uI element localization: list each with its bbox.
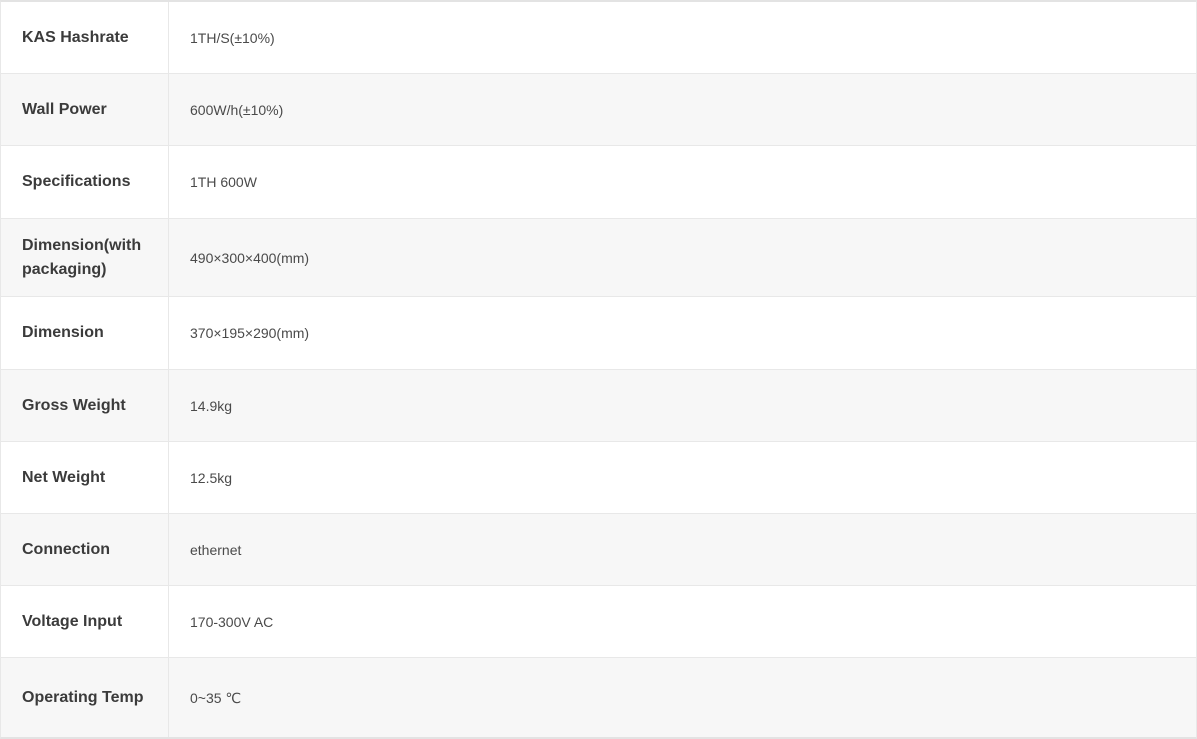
spec-label: Dimension	[1, 297, 169, 369]
spec-label: Gross Weight	[1, 370, 169, 441]
spec-row-dimension-with-packaging: Dimension(with packaging) 490×300×400(mm…	[1, 219, 1196, 297]
spec-label: Wall Power	[1, 74, 169, 145]
spec-row-connection: Connection ethernet	[1, 514, 1196, 586]
spec-value: 600W/h(±10%)	[190, 101, 284, 118]
spec-label: Net Weight	[1, 442, 169, 513]
spec-row-operating-temp: Operating Temp 0~35 ℃	[1, 658, 1196, 737]
spec-label: KAS Hashrate	[1, 2, 169, 73]
spec-value: 0~35 ℃	[190, 689, 242, 706]
spec-row-voltage-input: Voltage Input 170-300V AC	[1, 586, 1196, 658]
spec-value: 12.5kg	[190, 469, 233, 486]
spec-row-dimension: Dimension 370×195×290(mm)	[1, 297, 1196, 370]
spec-value: 14.9kg	[190, 397, 233, 414]
spec-label: Voltage Input	[1, 586, 169, 657]
spec-row-wall-power: Wall Power 600W/h(±10%)	[1, 74, 1196, 146]
spec-label: Connection	[1, 514, 169, 585]
spec-label: Dimension(with packaging)	[1, 219, 169, 296]
spec-row-net-weight: Net Weight 12.5kg	[1, 442, 1196, 514]
spec-value: 490×300×400(mm)	[190, 249, 310, 266]
spec-value: 370×195×290(mm)	[190, 325, 310, 341]
spec-row-specifications: Specifications 1TH 600W	[1, 146, 1196, 219]
spec-value: ethernet	[190, 541, 242, 558]
spec-value: 1TH 600W	[190, 174, 257, 190]
spec-row-kas-hashrate: KAS Hashrate 1TH/S(±10%)	[1, 2, 1196, 74]
spec-label: Operating Temp	[1, 658, 169, 737]
spec-value: 170-300V AC	[190, 613, 274, 630]
spec-label: Specifications	[1, 146, 169, 218]
spec-value: 1TH/S(±10%)	[190, 29, 275, 46]
spec-row-gross-weight: Gross Weight 14.9kg	[1, 370, 1196, 442]
